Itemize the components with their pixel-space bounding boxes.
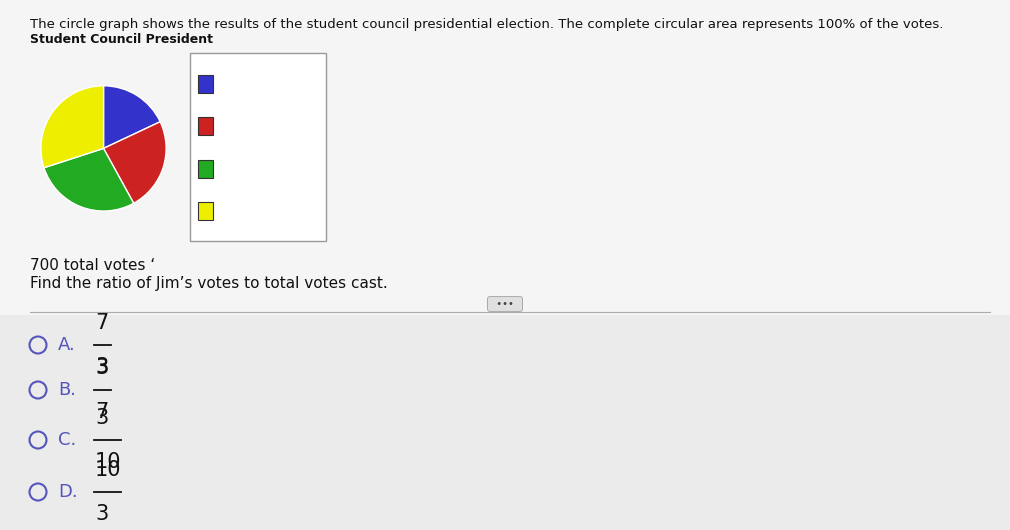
Text: 3: 3	[95, 408, 108, 428]
Text: Ann 24%: Ann 24%	[221, 118, 277, 131]
Wedge shape	[41, 86, 104, 168]
Text: A.: A.	[58, 336, 76, 354]
Text: 7: 7	[95, 402, 108, 422]
Text: Ben 18%: Ben 18%	[221, 76, 278, 89]
Text: 3: 3	[95, 504, 108, 524]
Text: D.: D.	[58, 483, 78, 501]
Wedge shape	[44, 148, 133, 211]
Text: Student Council President: Student Council President	[30, 33, 213, 46]
Text: 10: 10	[95, 452, 121, 472]
Text: 700 total votes ‘: 700 total votes ‘	[30, 258, 156, 273]
Text: B.: B.	[58, 381, 76, 399]
Text: The circle graph shows the results of the student council presidential election.: The circle graph shows the results of th…	[30, 18, 943, 31]
Text: 3: 3	[95, 358, 108, 378]
Text: 7: 7	[95, 313, 108, 333]
Text: Find the ratio of Jim’s votes to total votes cast.: Find the ratio of Jim’s votes to total v…	[30, 276, 388, 291]
Text: •••: •••	[490, 299, 520, 309]
Text: Jim 30%: Jim 30%	[221, 203, 273, 216]
Wedge shape	[103, 122, 166, 204]
Bar	[0, 0, 1010, 315]
Text: 3: 3	[95, 357, 108, 377]
Text: 10: 10	[95, 460, 121, 480]
Text: C.: C.	[58, 431, 76, 449]
Bar	[0, 315, 1010, 530]
Wedge shape	[103, 86, 161, 148]
Text: Lili 28%: Lili 28%	[221, 161, 271, 173]
